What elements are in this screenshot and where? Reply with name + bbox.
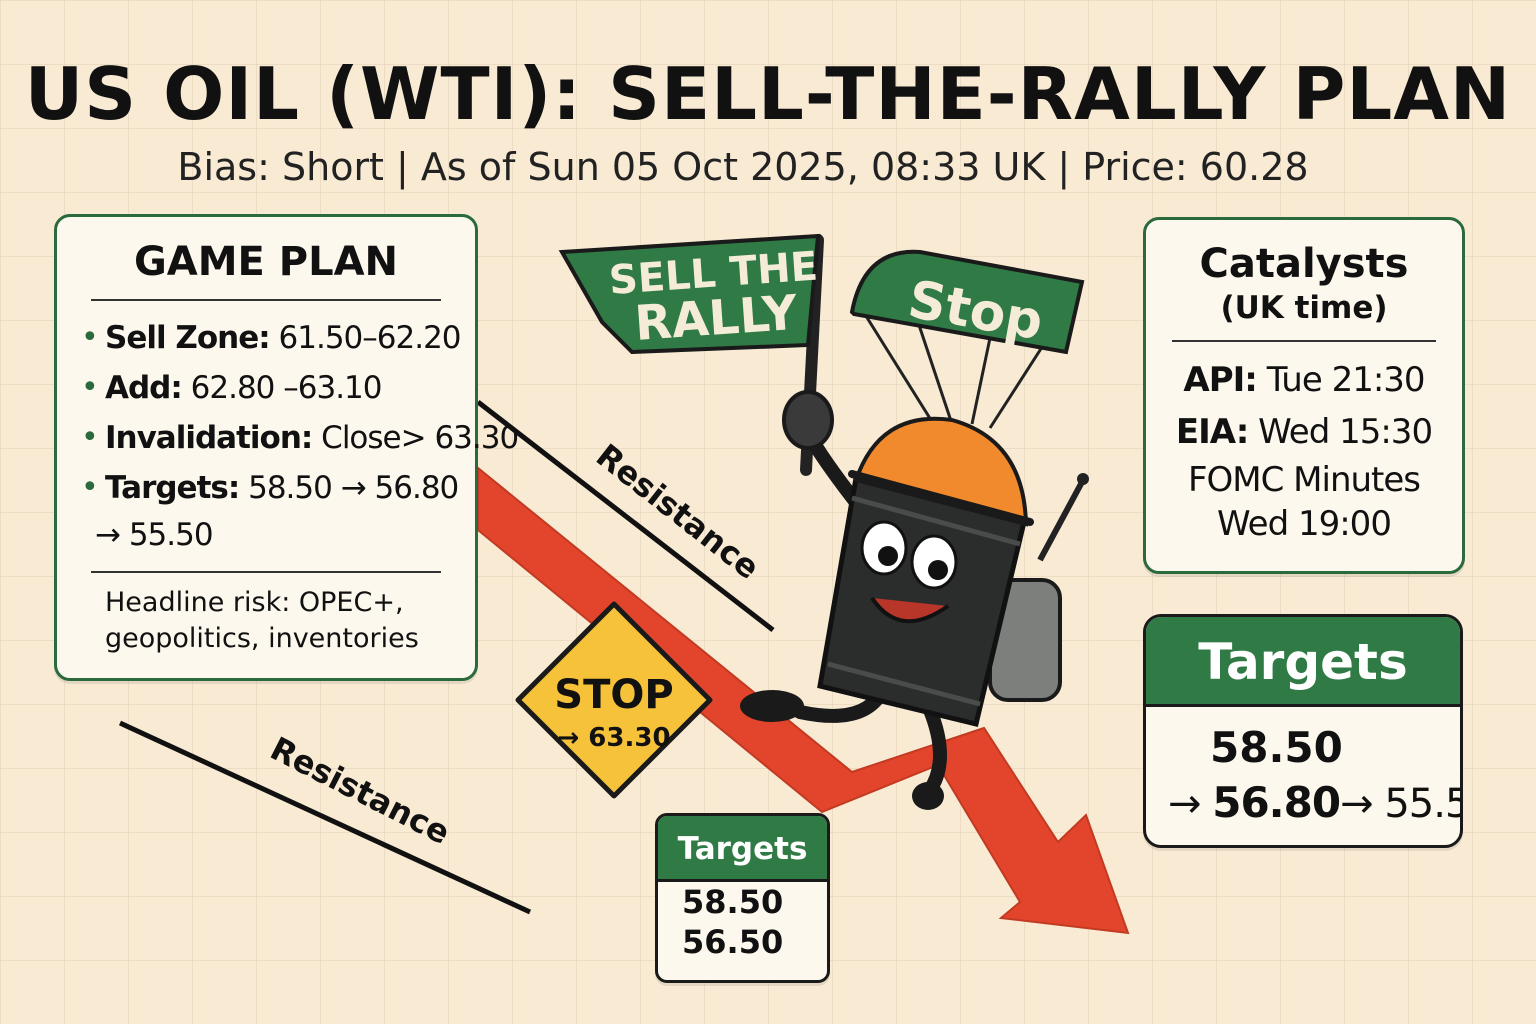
- catalyst-eia: EIA: Wed 15:30: [1164, 406, 1444, 458]
- catalysts-subtitle: (UK time): [1220, 290, 1388, 326]
- game-plan-title: GAME PLAN: [133, 239, 399, 285]
- catalyst-label: EIA:: [1175, 412, 1249, 452]
- target-first: 58.50: [1210, 723, 1343, 772]
- target-second: 56.80: [1212, 778, 1341, 827]
- item-label: Sell Zone:: [105, 320, 271, 356]
- target-third: → 55.50: [1340, 781, 1460, 827]
- catalyst-api: API: Tue 21:30: [1164, 354, 1444, 406]
- list-item: • Targets: 58.50 → 56.80: [81, 463, 459, 513]
- targets-card-title: Targets: [1146, 617, 1460, 707]
- target-next-line: → 56.80→ 55.50: [1146, 777, 1460, 830]
- headline-risk-line1: Headline risk: OPEC+,: [105, 587, 404, 618]
- down-trend-arrow-icon: [477, 465, 1130, 935]
- bullet-icon: •: [81, 320, 99, 355]
- stop-sign-value: → 63.30: [557, 723, 670, 753]
- bullet-icon: •: [81, 470, 99, 505]
- resistance-line-lower: [118, 720, 532, 915]
- flag-line2: RALLY: [633, 285, 800, 352]
- list-item: • Invalidation: Close> 63.30: [81, 413, 519, 463]
- page-title: US OIL (WTI): SELL-THE-RALLY PLAN: [24, 52, 1512, 136]
- game-plan-card: GAME PLAN • Sell Zone: 61.50–62.20 • Add…: [54, 214, 519, 681]
- item-value: 62.80 –63.10: [190, 370, 383, 406]
- arrow-icon: →: [1168, 781, 1202, 827]
- target-small-value-2: 56.50: [682, 923, 784, 961]
- flag-icon: SELL THE RALLY: [558, 233, 824, 476]
- catalysts-title: Catalysts: [1199, 241, 1409, 287]
- catalysts-card: Catalysts (UK time) API: Tue 21:30 EIA: …: [1143, 217, 1465, 574]
- item-label: Add:: [105, 370, 183, 406]
- item-value: 61.50–62.20: [278, 320, 462, 356]
- item-value: 58.50 → 56.80: [248, 470, 459, 506]
- catalyst-fomc-line2: Wed 19:00: [1217, 504, 1392, 544]
- divider: [91, 299, 441, 301]
- targets-continuation: → 55.50: [95, 517, 214, 553]
- target-small-value-1: 58.50: [682, 883, 784, 921]
- item-label: Targets:: [105, 470, 240, 506]
- parachute-icon: Stop: [849, 249, 1085, 429]
- headline-risk-line2: geopolitics, inventories: [105, 623, 419, 654]
- divider: [91, 571, 441, 573]
- stop-sign-icon: STOP → 63.30: [515, 601, 713, 799]
- oil-barrel-mascot-icon: [740, 390, 1089, 810]
- list-item: • Add: 62.80 –63.10: [81, 363, 445, 413]
- targets-small-card: Targets 58.50 56.50: [655, 813, 830, 983]
- bullet-icon: •: [81, 420, 99, 455]
- item-value: Close> 63.30: [321, 420, 519, 456]
- page-subtitle: Bias: Short | As of Sun 05 Oct 2025, 08:…: [177, 145, 1309, 189]
- catalyst-label: API:: [1183, 360, 1257, 400]
- list-item: • Sell Zone: 61.50–62.20: [81, 313, 462, 363]
- catalyst-fomc-line1: FOMC Minutes: [1187, 460, 1421, 500]
- stop-sign-label: STOP: [554, 672, 673, 718]
- item-label: Invalidation:: [105, 420, 313, 456]
- catalyst-value: Wed 15:30: [1258, 412, 1433, 452]
- targets-card: Targets 58.50 → 56.80→ 55.50: [1143, 614, 1463, 848]
- targets-small-title: Targets: [658, 816, 827, 882]
- bullet-icon: •: [81, 370, 99, 405]
- divider: [1172, 340, 1436, 342]
- resistance-line-upper: [476, 400, 775, 632]
- catalyst-value: Tue 21:30: [1266, 360, 1426, 400]
